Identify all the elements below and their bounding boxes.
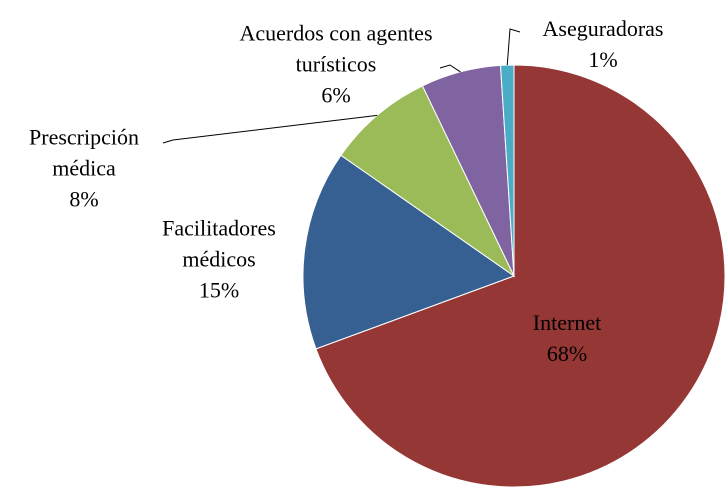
value-label: 68% bbox=[546, 341, 588, 366]
value-label: 15% bbox=[198, 277, 240, 303]
value-label: 6% bbox=[321, 82, 351, 108]
slice-label: Prescripción médica 8% bbox=[0, 122, 169, 215]
category-name: Prescripción médica bbox=[29, 124, 139, 181]
leader-line bbox=[439, 64, 461, 73]
pie-slice bbox=[315, 64, 726, 488]
slice-label: Facilitadores médicos 15% bbox=[134, 213, 304, 306]
category-name: Facilitadores médicos bbox=[162, 215, 276, 272]
slice-label: Internet 68% bbox=[497, 307, 637, 369]
category-name: Internet bbox=[532, 310, 602, 335]
category-name: Aseguradoras bbox=[542, 16, 664, 41]
leader-line bbox=[162, 114, 378, 144]
category-name: Acuerdos con agentes turísticos bbox=[239, 20, 433, 77]
slice-label: Aseguradoras 1% bbox=[513, 13, 693, 75]
value-label: 8% bbox=[69, 186, 99, 212]
slice-label: Acuerdos con agentes turísticos 6% bbox=[226, 18, 446, 111]
value-label: 1% bbox=[588, 47, 618, 72]
pie-slice bbox=[302, 154, 516, 350]
leader-line bbox=[506, 28, 521, 66]
pie-slice bbox=[340, 85, 516, 278]
